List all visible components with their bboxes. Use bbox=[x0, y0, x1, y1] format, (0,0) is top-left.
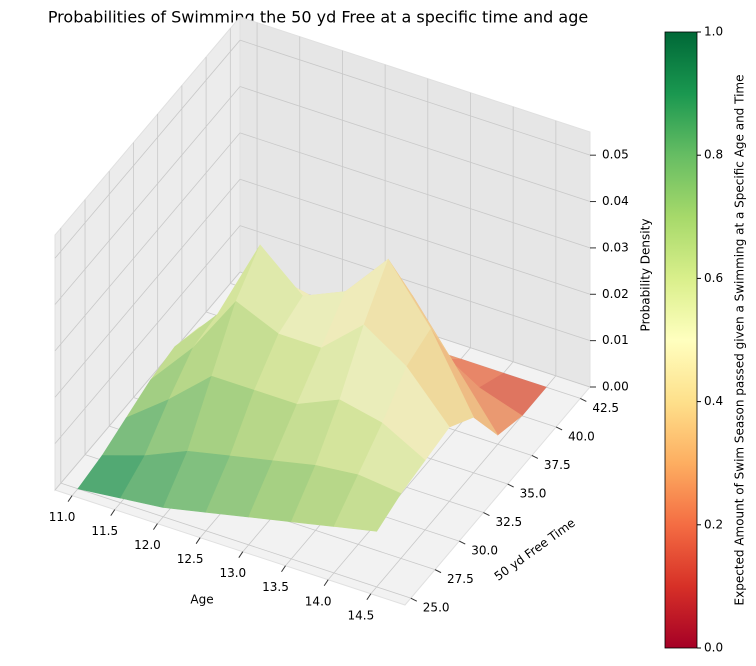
y-tick-label: 27.5 bbox=[447, 572, 474, 586]
x-tick-label: 12.5 bbox=[177, 552, 204, 566]
grid-line bbox=[54, 271, 241, 491]
grid-line bbox=[239, 178, 591, 295]
y-tick bbox=[459, 540, 466, 545]
y-tick-label: 35.0 bbox=[520, 487, 547, 501]
z-tick-label: 0.02 bbox=[602, 287, 629, 301]
grid-line bbox=[54, 179, 241, 398]
x-tick bbox=[366, 593, 372, 601]
grid-line bbox=[239, 86, 591, 202]
grid-line bbox=[239, 132, 591, 249]
x-tick-label: 12.0 bbox=[134, 538, 161, 552]
z-axis-label: Probability Density bbox=[639, 219, 653, 332]
x-tick bbox=[195, 537, 201, 544]
y-tick bbox=[555, 426, 563, 431]
y-tick-label: 32.5 bbox=[495, 515, 522, 529]
grid-line bbox=[239, 39, 591, 156]
x-tick bbox=[323, 579, 329, 587]
x-axis-label: Age bbox=[190, 593, 213, 607]
y-tick bbox=[410, 597, 418, 602]
z-tick-label: 0.03 bbox=[602, 240, 629, 254]
colorbar-tick-label: 1.0 bbox=[704, 25, 723, 39]
grid-line bbox=[54, 225, 241, 444]
y-tick-label: 42.5 bbox=[592, 401, 619, 415]
chart-title: Probabilities of Swimming the 50 yd Free… bbox=[48, 8, 588, 27]
x-tick-label: 14.5 bbox=[347, 608, 374, 622]
grid-line bbox=[54, 39, 241, 259]
colorbar bbox=[664, 31, 698, 649]
y-tick-label: 25.0 bbox=[423, 601, 450, 615]
colorbar-tick-label: 0.8 bbox=[704, 148, 723, 162]
x-tick-label: 13.5 bbox=[262, 580, 289, 594]
colorbar-tick-label: 0.6 bbox=[704, 271, 723, 285]
z-tick-label: 0.00 bbox=[602, 380, 629, 394]
x-tick-label: 14.0 bbox=[305, 594, 332, 608]
grid-line bbox=[54, 86, 241, 305]
y-tick bbox=[531, 455, 539, 459]
y-tick bbox=[580, 397, 587, 402]
surface-cell bbox=[333, 474, 402, 532]
x-tick-label: 11.0 bbox=[49, 510, 76, 524]
x-tick-label: 13.0 bbox=[219, 566, 246, 580]
y-tick-label: 30.0 bbox=[471, 544, 498, 558]
y-tick bbox=[434, 569, 442, 574]
z-tick-label: 0.01 bbox=[602, 333, 629, 347]
colorbar-tick-label: 0.2 bbox=[704, 517, 723, 531]
x-tick-label: 11.5 bbox=[91, 524, 118, 538]
z-tick-label: 0.04 bbox=[602, 194, 629, 208]
x-tick bbox=[153, 523, 158, 530]
grid-line bbox=[54, 132, 241, 352]
z-tick-label: 0.05 bbox=[602, 148, 629, 162]
x-tick bbox=[281, 565, 286, 573]
y-tick-label: 37.5 bbox=[544, 458, 571, 472]
colorbar-label: Expected Amount of Swim Season passed gi… bbox=[733, 75, 747, 606]
grid-line bbox=[239, 225, 591, 342]
y-tick bbox=[507, 483, 514, 488]
colorbar-tick-label: 0.4 bbox=[704, 394, 723, 408]
y-tick-label: 40.0 bbox=[568, 429, 595, 443]
x-tick bbox=[110, 509, 116, 516]
x-tick bbox=[238, 551, 244, 558]
colorbar-tick-label: 0.0 bbox=[704, 641, 723, 655]
y-tick bbox=[483, 512, 490, 516]
grid-line bbox=[60, 482, 411, 599]
x-tick bbox=[67, 495, 73, 502]
